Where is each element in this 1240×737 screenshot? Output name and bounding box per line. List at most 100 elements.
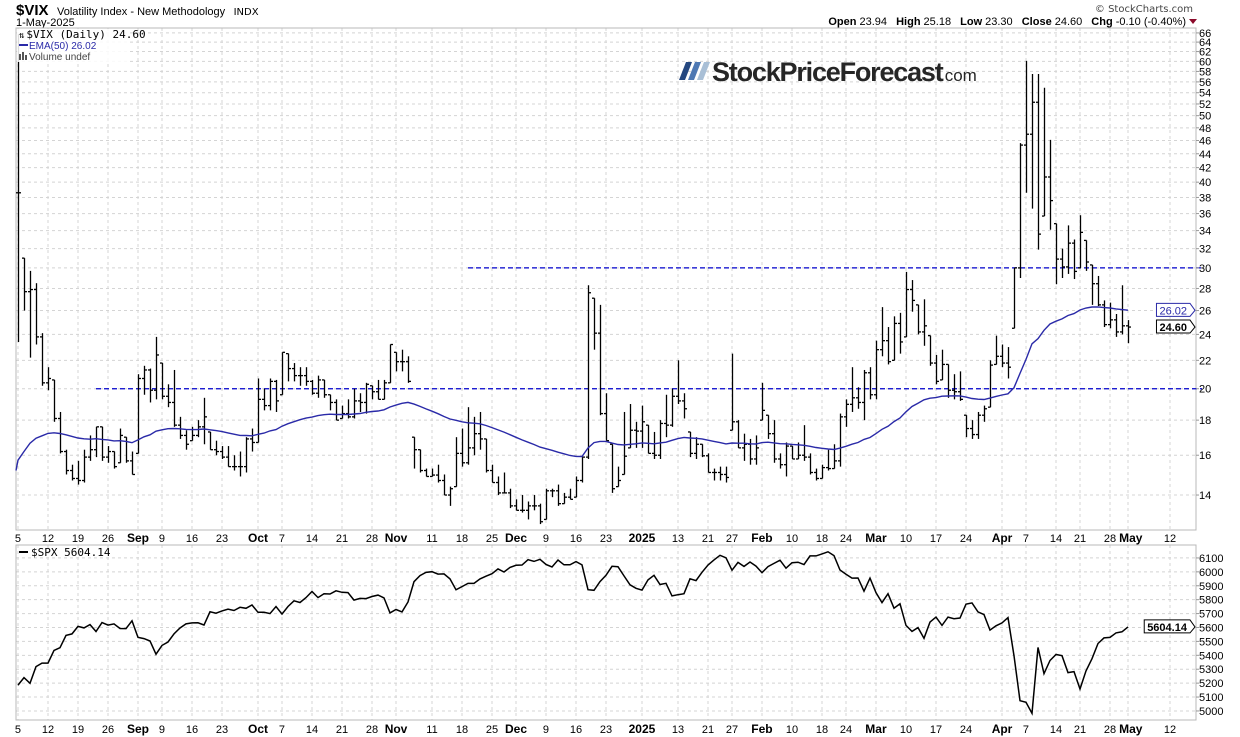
x-tick-label: 14: [1050, 533, 1062, 545]
y-tick-label: 5200: [1199, 678, 1223, 690]
legend-price: ⇅ $VIX (Daily) 24.60: [19, 28, 146, 41]
x-tick-label: 16: [570, 533, 582, 545]
low-label: Low: [960, 16, 982, 28]
vix-bar: [940, 349, 945, 381]
x-tick-label: Nov: [385, 531, 408, 545]
x-tick-label: Feb: [751, 722, 772, 736]
vix-bar: [610, 443, 615, 493]
vix-bar: [916, 304, 921, 335]
vix-bar: [424, 468, 429, 478]
x-tick-label: 23: [216, 533, 228, 545]
vix-bar: [718, 466, 723, 481]
vix-bar: [172, 369, 177, 427]
stockpriceforecast-logo: StockPriceForecast .com: [679, 57, 977, 87]
chart-date: 1-May-2025: [16, 17, 75, 29]
vix-bar: [742, 433, 747, 461]
vix-bar: [832, 444, 837, 470]
vix-bar: [928, 334, 933, 366]
vix-bar: [814, 468, 819, 481]
y-tick-label: 56: [1199, 77, 1211, 89]
vix-bar: [982, 405, 987, 422]
x-tick-label: May: [1119, 531, 1143, 545]
vix-bar: [616, 466, 621, 488]
low-value: 23.30: [985, 16, 1013, 28]
vix-bar: [448, 486, 453, 506]
x-tick-label: 9: [159, 724, 165, 736]
vix-bar: [874, 340, 879, 400]
y-tick-label: 22: [1199, 355, 1211, 367]
vix-bar: [706, 453, 711, 474]
vix-bar: [100, 426, 105, 461]
vix-bar: [430, 468, 435, 478]
x-tick-label: 16: [570, 724, 582, 736]
symbol-name: Volatility Index - New Methodology: [57, 6, 226, 18]
x-tick-label: 12: [42, 724, 54, 736]
spx-line: [17, 550, 1129, 716]
x-tick-label: 7: [279, 724, 285, 736]
vix-bar: [376, 379, 381, 401]
vix-bar: [544, 488, 549, 521]
logo-suffix: .com: [940, 66, 977, 85]
vix-bar: [682, 393, 687, 419]
vix-bar: [868, 367, 873, 400]
y-tick-label: 44: [1199, 149, 1211, 161]
vix-bar: [496, 476, 501, 496]
x-tick-label: 19: [72, 724, 84, 736]
x-tick-label: 10: [900, 533, 912, 545]
vix-bar: [112, 450, 117, 469]
price-grid: [16, 28, 1196, 530]
vix-bar: [184, 430, 189, 450]
vix-bar: [604, 393, 609, 442]
vix-bar: [1012, 267, 1017, 329]
vix-bar: [364, 382, 369, 414]
x-tick-label: 10: [900, 724, 912, 736]
y-tick-label: 64: [1199, 37, 1211, 49]
vix-bar: [160, 362, 165, 400]
x-axis-lower: 5 12 19 26 Sep 9 16 23 Oct 7 14 21 28 Nov 11 18 25 Dec 9 16…: [15, 722, 1176, 736]
vix-bar: [454, 437, 459, 488]
close-value: 24.60: [1055, 16, 1083, 28]
chg-label: Chg: [1091, 16, 1112, 28]
copyright: © StockCharts.com: [1095, 4, 1193, 15]
vix-bar: [1006, 347, 1011, 379]
logo-brand: StockPriceForecast: [712, 57, 944, 87]
x-tick-label: 24: [960, 533, 972, 545]
vix-bar: [460, 428, 465, 467]
x-tick-label: Dec: [505, 531, 527, 545]
vix-bar: [646, 424, 651, 455]
vix-bar: [286, 352, 291, 382]
x-tick-label: 11: [426, 724, 437, 736]
vix-bar: [592, 297, 597, 350]
vix-bar: [322, 379, 327, 398]
vix-bar: [778, 453, 783, 469]
vix-bar: [1060, 248, 1065, 279]
vix-bar: [94, 426, 99, 458]
vix-bar: [850, 367, 855, 412]
vix-bar: [988, 360, 993, 408]
vix-bar: [34, 283, 39, 345]
vix-bar: [250, 428, 255, 452]
vix-bar: [514, 499, 519, 511]
vix-bar: [52, 379, 57, 422]
x-tick-label: 21: [702, 724, 714, 736]
vix-bar: [484, 438, 489, 473]
x-tick-label: 25: [486, 724, 498, 736]
vix-bar: [58, 411, 63, 454]
y-tick-label: 5500: [1199, 636, 1223, 648]
vix-bar: [676, 360, 681, 405]
x-tick-label: 23: [600, 724, 612, 736]
y-tick-label: 46: [1199, 136, 1211, 148]
vix-bar: [394, 351, 399, 372]
symbol: $VIX: [16, 2, 49, 19]
vix-bar: [196, 420, 201, 438]
vix-bar: [244, 437, 249, 473]
vix-bar: [202, 397, 207, 445]
vix-bar: [1096, 275, 1101, 306]
x-tick-label: Feb: [751, 531, 772, 545]
y-tick-label: 40: [1199, 177, 1211, 189]
x-tick-label: 25: [486, 533, 498, 545]
vix-bar: [466, 407, 471, 465]
vix-bar: [64, 449, 69, 475]
x-tick-label: 17: [930, 533, 942, 545]
